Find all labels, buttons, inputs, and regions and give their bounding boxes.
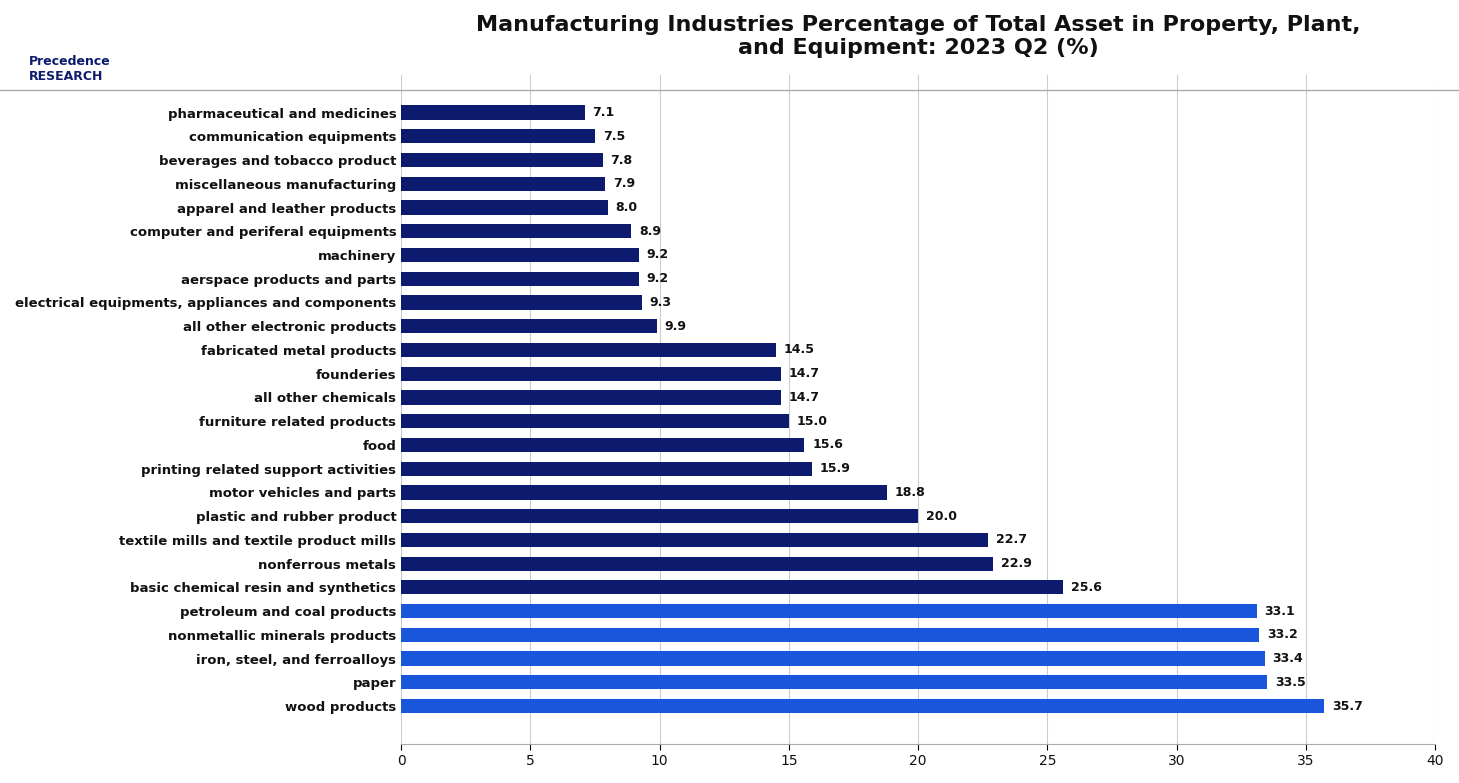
Text: 33.4: 33.4 <box>1272 652 1303 665</box>
Text: 7.9: 7.9 <box>613 177 635 190</box>
Bar <box>401 438 804 452</box>
Text: 9.2: 9.2 <box>646 248 668 262</box>
Title: Manufacturing Industries Percentage of Total Asset in Property, Plant,
and Equip: Manufacturing Industries Percentage of T… <box>476 15 1360 58</box>
Bar <box>401 461 813 476</box>
Text: 9.3: 9.3 <box>649 296 671 309</box>
Text: 18.8: 18.8 <box>894 486 925 499</box>
Bar <box>401 557 994 571</box>
Bar <box>401 675 1268 690</box>
Bar <box>401 224 632 238</box>
Bar <box>401 295 642 309</box>
Bar <box>401 628 1259 642</box>
Text: 7.5: 7.5 <box>603 130 624 143</box>
Text: 9.9: 9.9 <box>665 319 687 333</box>
Text: 35.7: 35.7 <box>1332 699 1363 713</box>
Bar <box>401 319 657 334</box>
Text: 14.5: 14.5 <box>783 344 814 356</box>
Bar <box>401 651 1265 666</box>
Bar <box>401 248 639 262</box>
Bar <box>401 200 608 215</box>
Bar <box>401 414 789 428</box>
Bar <box>401 343 776 357</box>
Text: 20.0: 20.0 <box>926 510 957 522</box>
Bar <box>401 153 603 167</box>
Text: 22.7: 22.7 <box>995 533 1027 547</box>
Bar <box>401 509 918 523</box>
Text: 33.2: 33.2 <box>1268 628 1299 641</box>
Bar <box>401 129 595 143</box>
Text: 25.6: 25.6 <box>1071 581 1102 594</box>
Text: Precedence
RESEARCH: Precedence RESEARCH <box>29 55 111 83</box>
Bar <box>401 177 605 191</box>
Text: 15.6: 15.6 <box>813 438 843 452</box>
Bar <box>401 390 781 405</box>
Text: 9.2: 9.2 <box>646 272 668 285</box>
Bar <box>401 604 1256 619</box>
Text: 33.5: 33.5 <box>1275 676 1306 689</box>
Text: 15.0: 15.0 <box>797 415 827 428</box>
Text: 14.7: 14.7 <box>789 367 820 381</box>
Bar <box>401 580 1064 594</box>
Bar <box>401 532 988 547</box>
Text: 8.9: 8.9 <box>639 225 661 238</box>
Text: 22.9: 22.9 <box>1001 557 1032 570</box>
Bar <box>401 272 639 286</box>
Text: 14.7: 14.7 <box>789 391 820 404</box>
Text: 15.9: 15.9 <box>820 462 851 475</box>
Bar <box>401 485 887 500</box>
Bar <box>401 366 781 381</box>
Text: 8.0: 8.0 <box>616 201 638 214</box>
Text: 33.1: 33.1 <box>1265 604 1296 618</box>
Text: 7.8: 7.8 <box>610 153 633 167</box>
Bar <box>401 106 585 120</box>
Bar <box>401 699 1325 713</box>
Text: 7.1: 7.1 <box>592 106 614 119</box>
